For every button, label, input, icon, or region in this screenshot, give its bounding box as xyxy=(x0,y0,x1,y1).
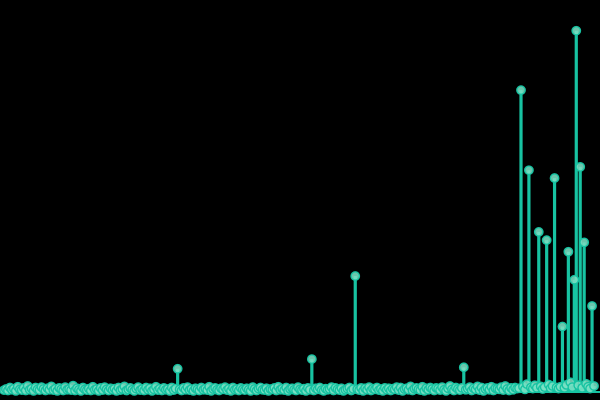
stem-marker xyxy=(458,362,469,373)
stem-marker xyxy=(549,173,560,183)
stem-marker xyxy=(524,165,534,176)
stem-marker xyxy=(569,274,580,285)
stem-marker xyxy=(587,301,597,311)
stem-marker xyxy=(533,227,544,237)
stem-marker xyxy=(172,363,183,374)
stem-marker xyxy=(306,354,317,364)
stem-marker xyxy=(575,161,586,172)
stem-marker xyxy=(516,85,526,96)
stem-marker xyxy=(350,271,361,281)
stem-marker xyxy=(571,25,582,36)
stem-marker xyxy=(563,246,574,257)
stem-marker xyxy=(579,237,590,248)
stem-marker xyxy=(557,321,568,332)
stem-marker xyxy=(589,381,599,391)
stem-markers-layer xyxy=(0,25,599,396)
stem-marker xyxy=(541,235,552,246)
